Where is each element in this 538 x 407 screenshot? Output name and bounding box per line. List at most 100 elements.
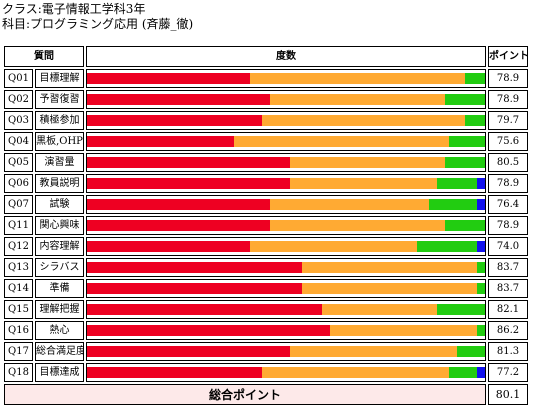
question-id: Q16 bbox=[4, 321, 33, 340]
bar-segment-1 bbox=[87, 157, 290, 168]
table-row: Q02 予習復習 78.9 bbox=[4, 90, 528, 109]
frequency-bar-cell bbox=[86, 132, 486, 151]
question-id: Q05 bbox=[4, 153, 33, 172]
frequency-bar bbox=[87, 157, 485, 168]
question-id: Q01 bbox=[4, 69, 33, 88]
bar-segment-3 bbox=[477, 262, 485, 273]
question-name: 内容理解 bbox=[35, 237, 84, 256]
table-row: Q01 目標理解 78.9 bbox=[4, 69, 528, 88]
bar-segment-2 bbox=[262, 115, 466, 126]
bar-segment-1 bbox=[87, 115, 263, 126]
frequency-bar bbox=[87, 220, 485, 231]
question-points: 78.9 bbox=[488, 174, 528, 193]
question-name: シラバス bbox=[35, 258, 84, 277]
frequency-bar-cell bbox=[86, 258, 486, 277]
degree-header: 度数 bbox=[86, 46, 486, 67]
bar-segment-1 bbox=[87, 241, 251, 252]
bar-segment-2 bbox=[270, 220, 446, 231]
question-name: 理解把握 bbox=[35, 300, 84, 319]
bar-segment-3 bbox=[417, 241, 478, 252]
question-points: 81.3 bbox=[488, 342, 528, 361]
bar-segment-1 bbox=[87, 283, 302, 294]
bar-segment-1 bbox=[87, 136, 235, 147]
bar-segment-1 bbox=[87, 346, 290, 357]
points-header: ポイント bbox=[488, 46, 528, 67]
bar-segment-3 bbox=[429, 199, 478, 210]
bar-segment-2 bbox=[234, 136, 450, 147]
frequency-bar bbox=[87, 136, 485, 147]
question-points: 78.9 bbox=[488, 90, 528, 109]
table-header-row: 質問 度数 ポイント bbox=[4, 46, 528, 67]
question-points: 86.2 bbox=[488, 321, 528, 340]
bar-segment-1 bbox=[87, 220, 271, 231]
bar-segment-3 bbox=[477, 325, 485, 336]
question-id: Q12 bbox=[4, 237, 33, 256]
bar-segment-2 bbox=[262, 367, 450, 378]
frequency-bar bbox=[87, 283, 485, 294]
frequency-bar-cell bbox=[86, 69, 486, 88]
frequency-bar bbox=[87, 346, 485, 357]
frequency-bar bbox=[87, 325, 485, 336]
frequency-bar-cell bbox=[86, 111, 486, 130]
question-name: 関心興味 bbox=[35, 216, 84, 235]
question-name: 積極参加 bbox=[35, 111, 84, 130]
question-name: 黒板,OHP bbox=[35, 132, 84, 151]
table-row: Q15 理解把握 82.1 bbox=[4, 300, 528, 319]
table-row: Q04 黒板,OHP 75.6 bbox=[4, 132, 528, 151]
frequency-bar-cell bbox=[86, 300, 486, 319]
question-id: Q03 bbox=[4, 111, 33, 130]
question-name: 試験 bbox=[35, 195, 84, 214]
bar-segment-4 bbox=[477, 199, 485, 210]
question-points: 78.9 bbox=[488, 69, 528, 88]
bar-segment-1 bbox=[87, 178, 290, 189]
bar-segment-1 bbox=[87, 199, 271, 210]
bar-segment-4 bbox=[477, 178, 485, 189]
frequency-bar-cell bbox=[86, 237, 486, 256]
bar-segment-3 bbox=[449, 367, 478, 378]
question-points: 74.0 bbox=[488, 237, 528, 256]
bar-segment-2 bbox=[250, 73, 466, 84]
question-name: 目標理解 bbox=[35, 69, 84, 88]
table-row: Q17 総合満足度 81.3 bbox=[4, 342, 528, 361]
table-row: Q13 シラバス 83.7 bbox=[4, 258, 528, 277]
frequency-bar bbox=[87, 241, 485, 252]
frequency-bar-cell bbox=[86, 279, 486, 298]
question-points: 82.1 bbox=[488, 300, 528, 319]
question-id: Q04 bbox=[4, 132, 33, 151]
bar-segment-3 bbox=[477, 283, 485, 294]
frequency-bar-cell bbox=[86, 216, 486, 235]
bar-segment-2 bbox=[301, 283, 478, 294]
bar-segment-1 bbox=[87, 304, 322, 315]
bar-segment-2 bbox=[289, 178, 438, 189]
question-points: 80.5 bbox=[488, 153, 528, 172]
survey-results-table: 質問 度数 ポイント Q01 目標理解 78.9 Q02 予習復習 78.9 Q03 積極参加… bbox=[2, 44, 530, 407]
subject-label: 科目:プログラミング応用 (斉藤_徹) bbox=[2, 17, 194, 31]
frequency-bar-cell bbox=[86, 363, 486, 382]
bar-segment-1 bbox=[87, 262, 302, 273]
frequency-bar bbox=[87, 94, 485, 105]
table-row: Q07 試験 76.4 bbox=[4, 195, 528, 214]
question-id: Q02 bbox=[4, 90, 33, 109]
bar-segment-3 bbox=[445, 220, 485, 231]
question-id: Q17 bbox=[4, 342, 33, 361]
question-points: 79.7 bbox=[488, 111, 528, 130]
bar-segment-2 bbox=[329, 325, 478, 336]
question-name: 予習復習 bbox=[35, 90, 84, 109]
question-name: 教員説明 bbox=[35, 174, 84, 193]
bar-segment-3 bbox=[457, 346, 485, 357]
bar-segment-1 bbox=[87, 367, 263, 378]
question-name: 総合満足度 bbox=[35, 342, 84, 361]
question-points: 78.9 bbox=[488, 216, 528, 235]
frequency-bar-cell bbox=[86, 321, 486, 340]
question-id: Q07 bbox=[4, 195, 33, 214]
table-row: Q05 演習量 80.5 bbox=[4, 153, 528, 172]
bar-segment-4 bbox=[477, 241, 485, 252]
question-points: 83.7 bbox=[488, 279, 528, 298]
question-id: Q11 bbox=[4, 216, 33, 235]
bar-segment-3 bbox=[445, 94, 485, 105]
bar-segment-2 bbox=[270, 199, 430, 210]
bar-segment-2 bbox=[270, 94, 446, 105]
question-id: Q14 bbox=[4, 279, 33, 298]
table-row: Q11 関心興味 78.9 bbox=[4, 216, 528, 235]
bar-segment-2 bbox=[289, 157, 446, 168]
